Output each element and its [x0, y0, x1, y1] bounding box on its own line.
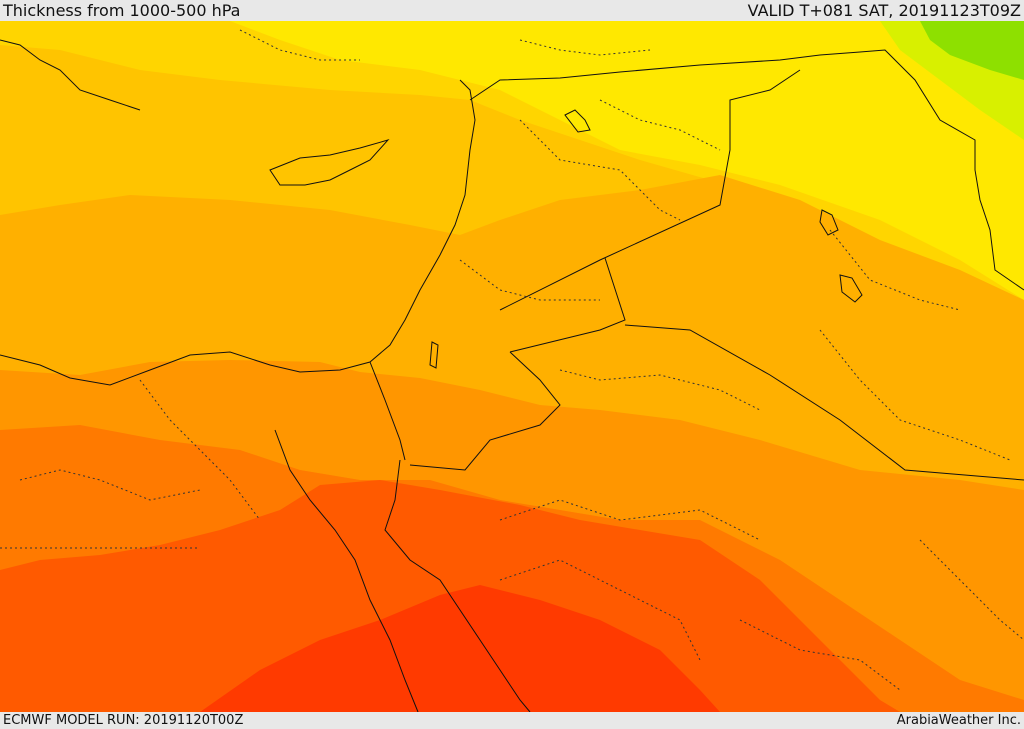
footer-bar: ECMWF MODEL RUN: 20191120T00Z ArabiaWeat… — [0, 712, 1024, 729]
cyprus-outline — [269, 139, 390, 186]
border-egypt-israel — [369, 361, 406, 461]
provincial-boundaries — [0, 29, 1024, 691]
borders — [369, 49, 1024, 481]
lake-2 — [819, 209, 839, 236]
aegean-coast — [0, 39, 141, 111]
band-yellow — [230, 21, 1024, 300]
border-syria-iraq — [469, 49, 1024, 291]
red-sea-coast-west — [274, 429, 419, 712]
credit: ArabiaWeather Inc. — [896, 713, 1021, 728]
border-jordan-saudi — [509, 257, 626, 353]
lake-1 — [564, 109, 591, 133]
thickness-map — [0, 21, 1024, 712]
header-bar: Thickness from 1000-500 hPa VALID T+081 … — [0, 0, 1024, 21]
band-red — [200, 585, 720, 712]
band-green — [920, 21, 1024, 80]
lake-3 — [839, 274, 863, 303]
model-run: ECMWF MODEL RUN: 20191120T00Z — [3, 713, 244, 728]
border-jordan-iraq-saudi — [499, 69, 801, 311]
red-sea-coast-east — [384, 459, 531, 712]
border-jordan-south — [409, 351, 561, 471]
border-iraq-saudi — [624, 324, 1024, 481]
lakes — [429, 109, 863, 369]
dead-sea — [429, 341, 439, 369]
map-title: Thickness from 1000-500 hPa — [3, 1, 241, 20]
valid-time: VALID T+081 SAT, 20191123T09Z — [747, 1, 1021, 20]
